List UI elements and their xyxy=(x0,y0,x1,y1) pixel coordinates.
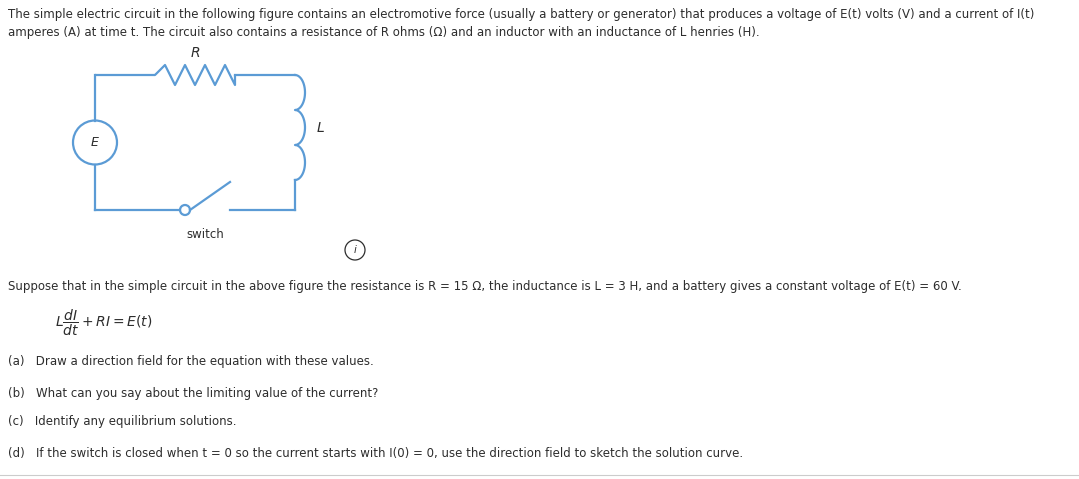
Text: (d)   If the switch is closed when t = 0 so the current starts with I(0) = 0, us: (d) If the switch is closed when t = 0 s… xyxy=(8,447,743,460)
Text: $L\dfrac{dI}{dt} + RI = E(t)$: $L\dfrac{dI}{dt} + RI = E(t)$ xyxy=(55,308,152,338)
Text: R: R xyxy=(190,46,200,60)
Text: (a)   Draw a direction field for the equation with these values.: (a) Draw a direction field for the equat… xyxy=(8,355,373,368)
Text: L: L xyxy=(317,121,325,135)
Text: The simple electric circuit in the following figure contains an electromotive fo: The simple electric circuit in the follo… xyxy=(8,8,1035,21)
Text: (c)   Identify any equilibrium solutions.: (c) Identify any equilibrium solutions. xyxy=(8,415,236,428)
Text: E: E xyxy=(91,136,99,149)
Text: i: i xyxy=(354,245,356,255)
Text: amperes (A) at time t. The circuit also contains a resistance of R ohms (Ω) and : amperes (A) at time t. The circuit also … xyxy=(8,26,760,39)
Text: (b)   What can you say about the limiting value of the current?: (b) What can you say about the limiting … xyxy=(8,387,379,400)
Text: Suppose that in the simple circuit in the above figure the resistance is R = 15 : Suppose that in the simple circuit in th… xyxy=(8,280,961,293)
Text: switch: switch xyxy=(186,228,223,241)
